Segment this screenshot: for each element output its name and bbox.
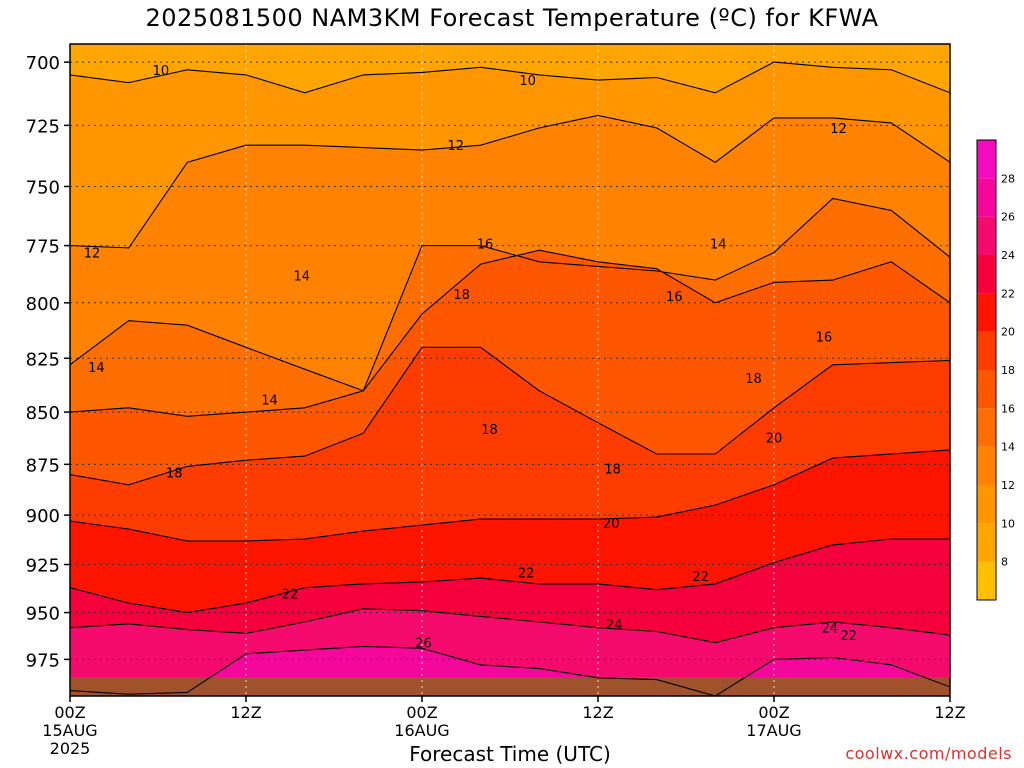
contour-label: 18	[745, 372, 762, 387]
colorbar-label: 20	[1001, 326, 1015, 339]
contour-label: 14	[293, 270, 310, 285]
x-tick-label: 00Z	[758, 703, 789, 722]
colorbar-label: 16	[1001, 402, 1015, 415]
colorbar-swatch	[977, 255, 996, 294]
contour-line-22	[70, 538, 950, 614]
y-tick-label: 725	[26, 116, 60, 137]
x-tick-sublabel: 15AUG	[42, 721, 97, 740]
colorbar-swatch	[977, 293, 996, 332]
colorbar-label: 8	[1001, 556, 1008, 569]
contour-label: 18	[481, 423, 498, 438]
colorbar-frame	[976, 139, 997, 601]
colorbar: 8 10 12 14 16 18 20 22 24 26 28	[976, 139, 1015, 601]
colorbar-label: 26	[1001, 211, 1015, 224]
contour-line-24	[70, 608, 950, 644]
contour-label: 26	[415, 637, 432, 652]
contour-label: 12	[447, 139, 464, 154]
contour-label: 18	[166, 467, 183, 482]
y-tick-label: 775	[26, 237, 60, 258]
colorbar-label: 22	[1001, 287, 1015, 300]
y-axis: 700 725 750 775 800 825 850 875 900 925 950 975	[26, 53, 70, 671]
x-tick-sublabel: 2025	[50, 739, 91, 758]
y-tick-label: 925	[26, 556, 60, 577]
contour-label: 22	[518, 566, 535, 581]
contour-line-12	[70, 114, 950, 249]
contour-label: 16	[816, 330, 833, 345]
colorbar-swatch	[977, 216, 996, 255]
contour-label: 22	[692, 570, 709, 585]
contour-label: 22	[841, 629, 858, 644]
plot-frame	[69, 43, 951, 697]
contour-label: 22	[282, 588, 299, 603]
x-tick-label: 00Z	[406, 703, 437, 722]
contour-label: 16	[477, 237, 494, 252]
contour-line-18	[70, 346, 950, 486]
contour-label: 10	[153, 64, 170, 79]
chart-title: 2025081500 NAM3KM Forecast Temperature (…	[145, 4, 879, 32]
colorbar-swatch	[977, 561, 996, 600]
x-tick-label: 12Z	[934, 703, 965, 722]
y-tick-label: 800	[26, 294, 60, 315]
contour-line-26	[70, 645, 950, 696]
y-tick-label: 900	[26, 506, 60, 527]
x-tick-label: 00Z	[54, 703, 85, 722]
colorbar-swatch	[977, 178, 996, 217]
x-axis-label: Forecast Time (UTC)	[409, 742, 611, 766]
y-tick-label: 975	[26, 650, 60, 671]
contour-label: 14	[710, 237, 727, 252]
colorbar-swatch	[977, 523, 996, 562]
ground-fill	[70, 677, 950, 696]
contour-label: 24	[821, 622, 838, 637]
contour-label: 12	[84, 247, 101, 262]
colorbar-label: 14	[1001, 441, 1015, 454]
colorbar-label: 28	[1001, 172, 1015, 185]
colorbar-swatch	[977, 485, 996, 524]
contour-label: 18	[453, 288, 470, 303]
y-tick-label: 700	[26, 53, 60, 74]
contour-line-layer	[70, 61, 950, 696]
colorbar-swatch	[977, 140, 996, 179]
colorbar-swatch	[977, 331, 996, 370]
contour-label: 16	[666, 290, 683, 305]
contour-label: 20	[766, 431, 783, 446]
contour-line-10	[70, 61, 950, 94]
contour-label: 24	[606, 618, 623, 633]
y-tick-label: 825	[26, 349, 60, 370]
y-tick-label: 750	[26, 177, 60, 198]
colorbar-label: 10	[1001, 517, 1015, 530]
contour-label: 12	[830, 122, 847, 137]
temperature-fill-layer	[70, 44, 950, 696]
colorbar-swatch	[977, 370, 996, 409]
contour-label-layer: 10 10 12 12 12 14 14 14 14 16 16 16 18 18 18 18 18 20 20 22…	[84, 64, 857, 652]
x-tick-sublabel: 17AUG	[746, 721, 801, 740]
contour-label: 18	[604, 462, 621, 477]
y-tick-label: 950	[26, 604, 60, 625]
contour-line-14	[70, 197, 950, 392]
contour-label: 14	[261, 393, 278, 408]
colorbar-label: 12	[1001, 479, 1015, 492]
y-tick-label: 875	[26, 455, 60, 476]
colorbar-swatch	[977, 446, 996, 485]
contour-label: 10	[519, 74, 536, 89]
x-tick-sublabel: 16AUG	[394, 721, 449, 740]
colorbar-label: 24	[1001, 249, 1015, 262]
grid-layer	[70, 44, 950, 696]
contour-label: 20	[603, 517, 620, 532]
contour-line-20	[70, 449, 950, 542]
ground-surface	[70, 677, 950, 696]
contour-line-16	[70, 249, 950, 417]
contour-label: 14	[88, 361, 105, 376]
colorbar-swatch	[977, 408, 996, 447]
y-tick-label: 850	[26, 403, 60, 424]
colorbar-label: 18	[1001, 364, 1015, 377]
source-credit: coolwx.com/models	[845, 744, 1012, 763]
x-tick-label: 12Z	[230, 703, 261, 722]
x-tick-label: 12Z	[582, 703, 613, 722]
